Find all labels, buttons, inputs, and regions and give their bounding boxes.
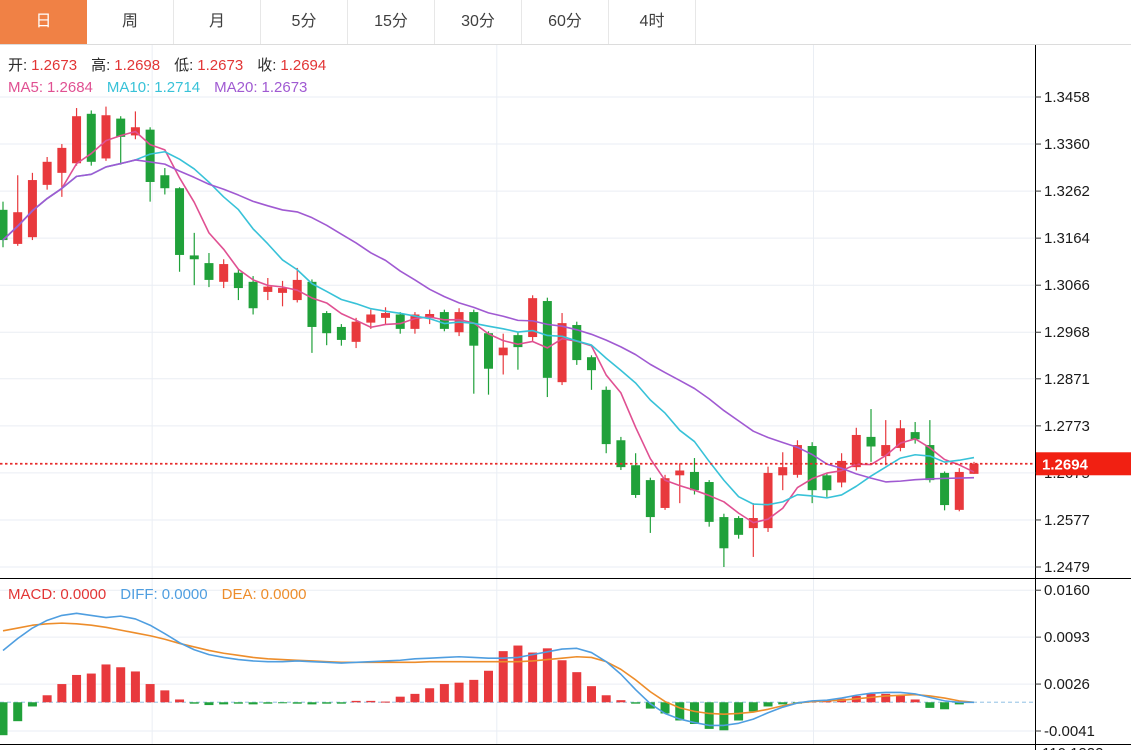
ohlc-readout: 开: 1.2673 高: 1.2698 低: 1.2673 收: 1.2694 bbox=[8, 54, 330, 75]
svg-text:1.3360: 1.3360 bbox=[1044, 136, 1090, 153]
dea-label: DEA: bbox=[221, 586, 257, 603]
timeframe-tab-bar: 日周月 5分 15分 30分 60分 4时 bbox=[0, 0, 1131, 45]
low-label: 低: bbox=[174, 57, 194, 74]
ma5-value: 1.2684 bbox=[47, 79, 93, 96]
close-value: 1.2694 bbox=[280, 57, 327, 74]
svg-text:0.0160: 0.0160 bbox=[1044, 582, 1090, 599]
svg-text:1.3458: 1.3458 bbox=[1044, 89, 1090, 106]
open-value: 1.2673 bbox=[31, 57, 78, 74]
macd-value: 0.0000 bbox=[60, 586, 107, 603]
svg-text:1.2694: 1.2694 bbox=[1042, 456, 1089, 473]
diff-label: DIFF: bbox=[120, 586, 158, 603]
high-value: 1.2698 bbox=[114, 57, 161, 74]
svg-text:1.3066: 1.3066 bbox=[1044, 277, 1090, 294]
tab-30分[interactable]: 30分 bbox=[435, 0, 522, 44]
high-label: 高: bbox=[91, 57, 111, 74]
open-label: 开: bbox=[8, 57, 28, 74]
ma10-label: MA10: bbox=[106, 79, 151, 96]
svg-text:1.2577: 1.2577 bbox=[1044, 512, 1090, 529]
svg-text:1.3262: 1.3262 bbox=[1044, 183, 1090, 200]
macd-label: MACD: bbox=[8, 586, 57, 603]
tab-5分[interactable]: 5分 bbox=[261, 0, 348, 44]
dea-value: 0.0000 bbox=[260, 586, 307, 603]
tab-日[interactable]: 日 bbox=[0, 0, 87, 44]
macd-readout: MACD: 0.0000 DIFF: 0.0000 DEA: 0.0000 bbox=[8, 586, 311, 603]
svg-text:0.0093: 0.0093 bbox=[1044, 629, 1090, 646]
svg-text:1.2479: 1.2479 bbox=[1044, 559, 1090, 576]
svg-text:1.3164: 1.3164 bbox=[1044, 230, 1090, 247]
svg-text:1.2968: 1.2968 bbox=[1044, 324, 1090, 341]
ma20-value: 1.2673 bbox=[261, 79, 308, 96]
ma-readout: MA5: 1.2684 MA10: 1.2714 MA20: 1.2673 bbox=[8, 79, 311, 96]
tab-月[interactable]: 月 bbox=[174, 0, 261, 44]
tab-4时[interactable]: 4时 bbox=[609, 0, 696, 44]
clipped-axis-label: 110.1222 bbox=[1042, 745, 1103, 750]
ma5-label: MA5: bbox=[8, 79, 44, 96]
low-value: 1.2673 bbox=[197, 57, 244, 74]
tab-15分[interactable]: 15分 bbox=[348, 0, 435, 44]
close-label: 收: bbox=[257, 57, 277, 74]
svg-text:1.2773: 1.2773 bbox=[1044, 418, 1090, 435]
ma20-label: MA20: bbox=[214, 79, 258, 96]
svg-text:1.2871: 1.2871 bbox=[1044, 371, 1090, 388]
tab-周[interactable]: 周 bbox=[87, 0, 174, 44]
svg-text:-0.0041: -0.0041 bbox=[1044, 723, 1095, 740]
diff-value: 0.0000 bbox=[161, 586, 208, 603]
ma10-value: 1.2714 bbox=[154, 79, 201, 96]
svg-text:0.0026: 0.0026 bbox=[1044, 676, 1090, 693]
tab-60分[interactable]: 60分 bbox=[522, 0, 609, 44]
